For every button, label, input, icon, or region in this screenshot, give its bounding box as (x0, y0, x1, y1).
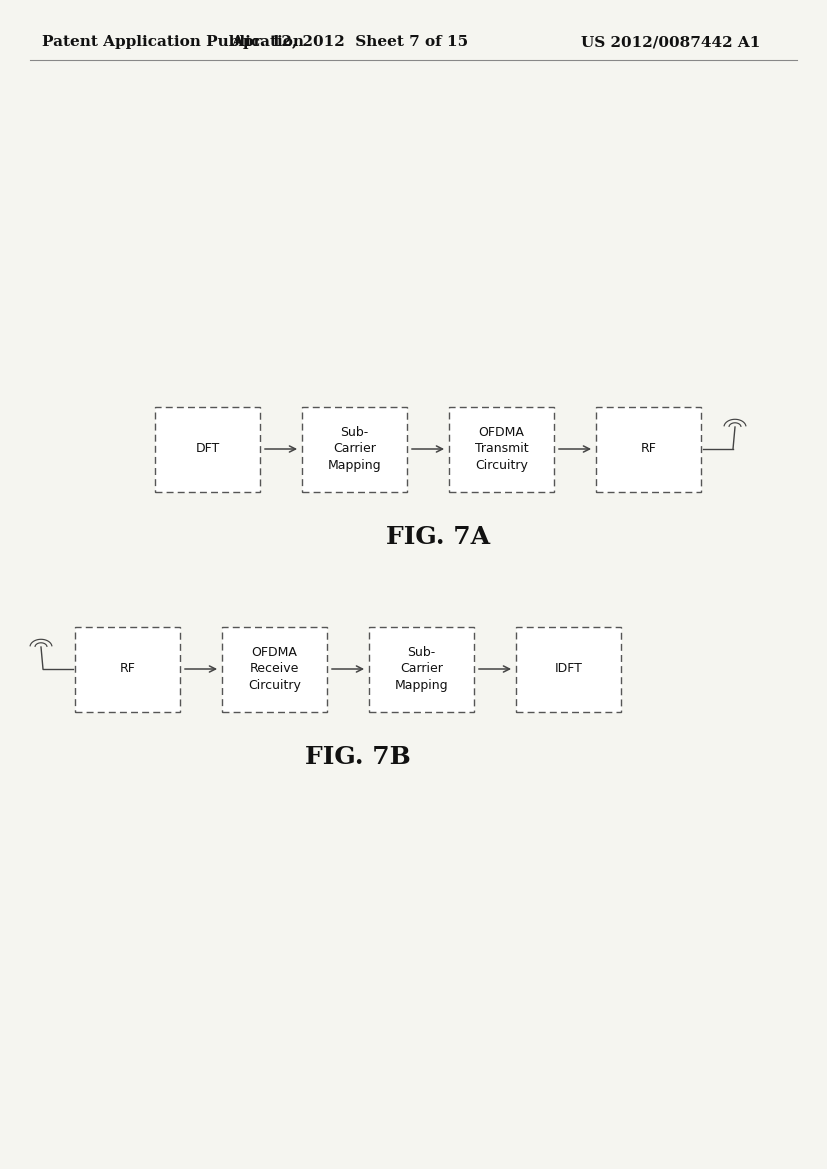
Bar (222, 627, 327, 712)
Text: OFDMA
Transmit
Circuitry: OFDMA Transmit Circuitry (475, 426, 528, 472)
Text: RF: RF (641, 443, 657, 456)
Text: FIG. 7A: FIG. 7A (386, 525, 490, 548)
Bar (449, 407, 554, 491)
Text: Sub-
Carrier
Mapping: Sub- Carrier Mapping (394, 646, 448, 692)
Text: FIG. 7B: FIG. 7B (305, 745, 411, 768)
Text: US 2012/0087442 A1: US 2012/0087442 A1 (581, 35, 760, 49)
Bar (75, 627, 180, 712)
Text: Sub-
Carrier
Mapping: Sub- Carrier Mapping (327, 426, 381, 472)
Bar (369, 627, 474, 712)
Text: Patent Application Publication: Patent Application Publication (42, 35, 304, 49)
Bar (155, 407, 260, 491)
Text: Apr. 12, 2012  Sheet 7 of 15: Apr. 12, 2012 Sheet 7 of 15 (232, 35, 469, 49)
Bar (516, 627, 621, 712)
Text: DFT: DFT (195, 443, 220, 456)
Bar (302, 407, 407, 491)
Bar (596, 407, 701, 491)
Text: IDFT: IDFT (555, 663, 582, 676)
Text: RF: RF (120, 663, 136, 676)
Text: OFDMA
Receive
Circuitry: OFDMA Receive Circuitry (248, 646, 301, 692)
